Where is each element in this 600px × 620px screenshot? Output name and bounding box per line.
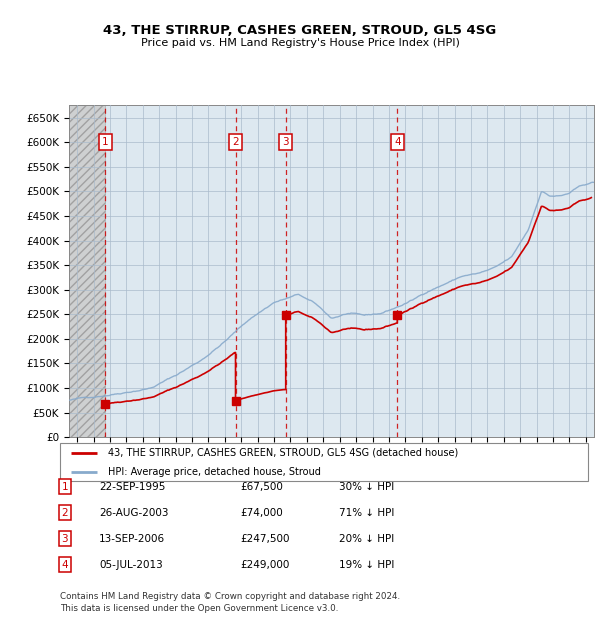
Text: 22-SEP-1995: 22-SEP-1995 [99, 482, 166, 492]
Text: Contains HM Land Registry data © Crown copyright and database right 2024.
This d: Contains HM Land Registry data © Crown c… [60, 591, 400, 613]
FancyBboxPatch shape [60, 443, 588, 480]
Text: Price paid vs. HM Land Registry's House Price Index (HPI): Price paid vs. HM Land Registry's House … [140, 38, 460, 48]
Text: 1: 1 [61, 482, 68, 492]
Text: 26-AUG-2003: 26-AUG-2003 [99, 508, 169, 518]
Text: 19% ↓ HPI: 19% ↓ HPI [339, 560, 394, 570]
Text: HPI: Average price, detached house, Stroud: HPI: Average price, detached house, Stro… [107, 467, 320, 477]
Text: 20% ↓ HPI: 20% ↓ HPI [339, 534, 394, 544]
Text: 05-JUL-2013: 05-JUL-2013 [99, 560, 163, 570]
Text: 4: 4 [61, 560, 68, 570]
Text: £74,000: £74,000 [240, 508, 283, 518]
Text: 3: 3 [283, 137, 289, 148]
Text: 43, THE STIRRUP, CASHES GREEN, STROUD, GL5 4SG (detached house): 43, THE STIRRUP, CASHES GREEN, STROUD, G… [107, 448, 458, 458]
Text: 2: 2 [232, 137, 239, 148]
Text: £67,500: £67,500 [240, 482, 283, 492]
Text: 30% ↓ HPI: 30% ↓ HPI [339, 482, 394, 492]
Text: 71% ↓ HPI: 71% ↓ HPI [339, 508, 394, 518]
Text: 1: 1 [102, 137, 109, 148]
Text: 13-SEP-2006: 13-SEP-2006 [99, 534, 165, 544]
Text: £247,500: £247,500 [240, 534, 290, 544]
Text: 43, THE STIRRUP, CASHES GREEN, STROUD, GL5 4SG: 43, THE STIRRUP, CASHES GREEN, STROUD, G… [103, 24, 497, 37]
Text: 3: 3 [61, 534, 68, 544]
Text: £249,000: £249,000 [240, 560, 289, 570]
Text: 4: 4 [394, 137, 401, 148]
Bar [69, 105, 106, 437]
Text: 2: 2 [61, 508, 68, 518]
